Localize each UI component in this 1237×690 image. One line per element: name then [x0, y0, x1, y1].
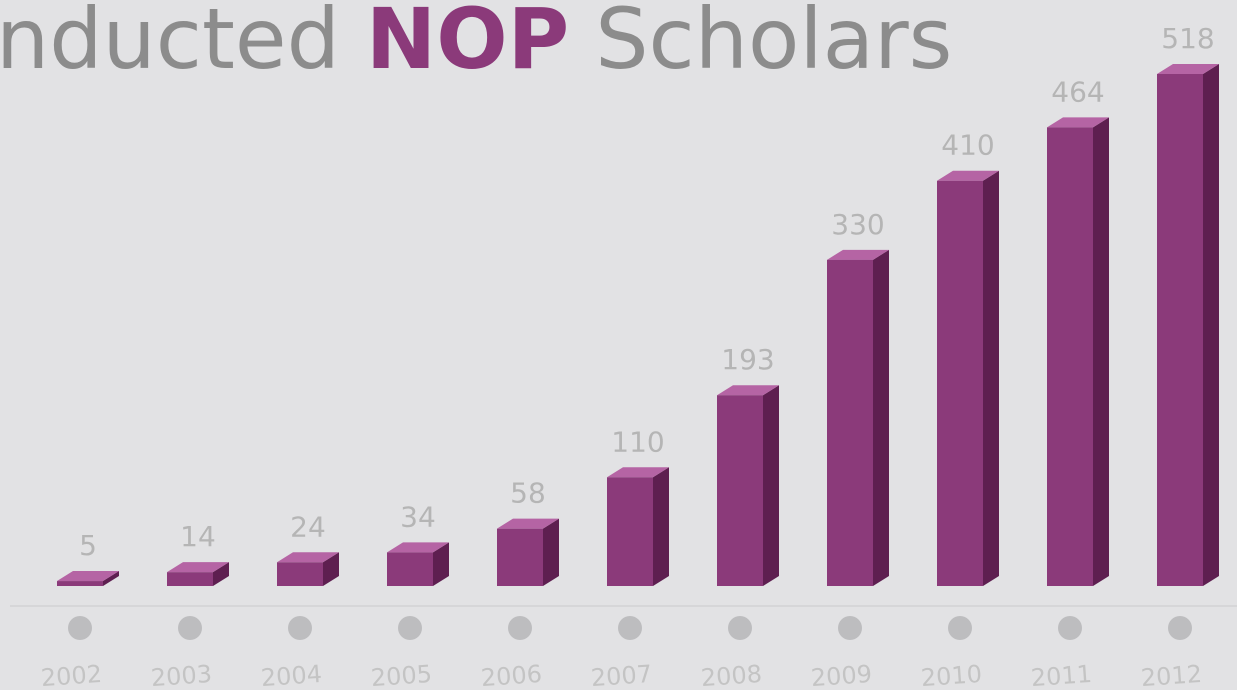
- data-label: 464: [1051, 75, 1104, 108]
- data-label: 5: [79, 529, 97, 562]
- bar-side: [763, 385, 779, 586]
- x-tick-label: 2008: [700, 660, 763, 690]
- bar-front: [167, 572, 213, 586]
- bar: [1047, 117, 1109, 587]
- bar: [167, 562, 229, 586]
- bar-side: [873, 249, 889, 586]
- bar-top: [937, 170, 999, 181]
- year-dot: [508, 616, 532, 640]
- data-label: 110: [611, 425, 664, 458]
- x-tick-label: 2009: [810, 660, 873, 690]
- bar-top: [387, 542, 449, 553]
- data-label: 330: [831, 208, 884, 241]
- year-dot: [948, 616, 972, 640]
- year-dot: [288, 616, 312, 640]
- bar-side: [323, 552, 339, 586]
- bar-top: [497, 518, 559, 529]
- title-highlight: NOP: [366, 0, 569, 88]
- data-label: 58: [510, 477, 546, 510]
- title-part: nducted: [0, 0, 340, 88]
- bar-side: [653, 467, 669, 586]
- bar-side: [1093, 117, 1109, 587]
- bar-front: [827, 259, 873, 586]
- x-tick-label: 2010: [920, 660, 983, 690]
- year-dot: [398, 616, 422, 640]
- bar: [717, 385, 779, 586]
- bar-side: [213, 562, 229, 586]
- bar: [57, 571, 119, 586]
- bar-top: [57, 571, 119, 582]
- bar-top: [1157, 64, 1219, 74]
- bar-side: [103, 571, 119, 586]
- chart-title: nducted NOP Scholars: [0, 0, 952, 88]
- year-dot: [1058, 616, 1082, 640]
- x-tick-label: 2007: [590, 660, 653, 690]
- data-label: 14: [180, 520, 216, 553]
- x-tick-label: 2005: [370, 660, 433, 690]
- x-tick-label: 2006: [480, 660, 543, 690]
- bar-front: [277, 562, 323, 586]
- bar: [827, 249, 889, 586]
- bar: [937, 170, 999, 587]
- bar-side: [543, 518, 559, 586]
- year-dot: [728, 616, 752, 640]
- bar-top: [1047, 117, 1109, 128]
- bar-top: [607, 467, 669, 478]
- year-dot: [618, 616, 642, 640]
- bar: [497, 518, 559, 586]
- bar-side: [433, 542, 449, 586]
- bar-top: [827, 249, 889, 260]
- year-dot: [1168, 616, 1192, 640]
- year-dot: [68, 616, 92, 640]
- bar-front: [937, 180, 983, 587]
- data-label: 518: [1161, 22, 1214, 55]
- bar-front: [717, 395, 763, 586]
- bar: [607, 467, 669, 586]
- data-label: 34: [400, 500, 436, 533]
- x-tick-label: 2003: [150, 660, 213, 690]
- bar-front: [1047, 127, 1093, 587]
- bar-top: [717, 385, 779, 396]
- bar-front: [607, 477, 653, 586]
- bar: [277, 552, 339, 586]
- bar-front: [497, 528, 543, 586]
- x-tick-label: 2002: [40, 660, 103, 690]
- bar-front: [1157, 74, 1203, 586]
- bar-top: [277, 552, 339, 563]
- data-label: 24: [290, 510, 326, 543]
- year-dot: [838, 616, 862, 640]
- data-label: 410: [941, 129, 994, 162]
- bar: [387, 542, 449, 586]
- x-tick-label: 2004: [260, 660, 323, 690]
- x-tick-label: 2011: [1030, 660, 1093, 690]
- bar-side: [1203, 64, 1219, 586]
- bar-side: [983, 170, 999, 587]
- bar-front: [387, 552, 433, 586]
- bar-front: [57, 581, 103, 586]
- bar-top: [167, 562, 229, 573]
- year-dot: [178, 616, 202, 640]
- x-tick-label: 2012: [1140, 660, 1203, 690]
- title-part: Scholars: [595, 0, 952, 88]
- bar: [1157, 64, 1219, 586]
- data-label: 193: [721, 343, 774, 376]
